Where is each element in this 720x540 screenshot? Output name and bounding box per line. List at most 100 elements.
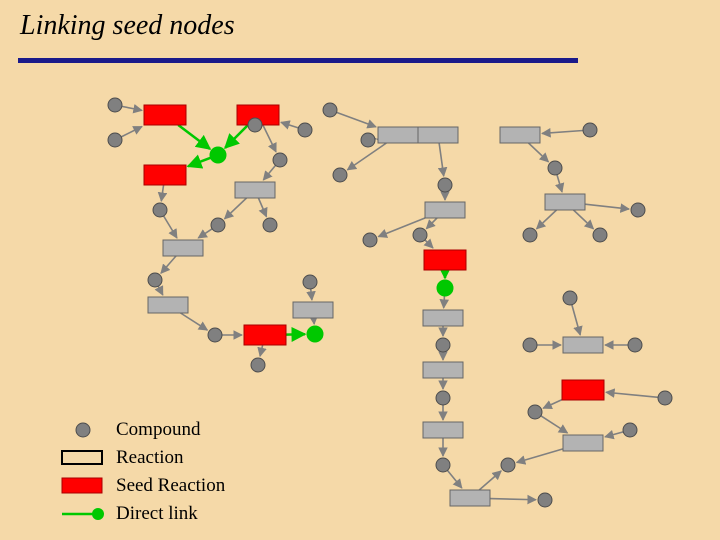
- edge: [572, 305, 580, 335]
- edge: [573, 210, 593, 229]
- edge: [158, 286, 163, 295]
- legend-row-reaction: Reaction: [60, 446, 225, 470]
- reaction-node: [425, 202, 465, 218]
- compound-node: [263, 218, 277, 232]
- seed-compound-node: [437, 280, 453, 296]
- compound-node: [273, 153, 287, 167]
- compound-node: [436, 458, 450, 472]
- legend-label-direct-link: Direct link: [116, 504, 198, 525]
- reaction-node: [293, 302, 333, 318]
- legend-label-compound: Compound: [116, 420, 200, 441]
- edge: [606, 392, 658, 397]
- reaction-icon: [60, 449, 106, 467]
- compound-node: [251, 358, 265, 372]
- compound-node: [363, 233, 377, 247]
- edge: [585, 204, 629, 209]
- compound-node: [548, 161, 562, 175]
- legend-label-seed-reaction: Seed Reaction: [116, 476, 225, 497]
- reaction-node: [563, 435, 603, 451]
- compound-icon: [60, 422, 106, 438]
- edge: [444, 296, 445, 308]
- compound-node: [436, 338, 450, 352]
- compound-node: [658, 391, 672, 405]
- seed-reaction-node: [424, 250, 466, 270]
- compound-node: [413, 228, 427, 242]
- compound-node: [438, 178, 452, 192]
- edge: [121, 127, 142, 137]
- direct-link-icon: [60, 506, 106, 522]
- seed-reaction-node: [144, 105, 186, 125]
- compound-node: [623, 423, 637, 437]
- reaction-node: [418, 127, 458, 143]
- edge: [447, 470, 461, 488]
- compound-node: [436, 391, 450, 405]
- edge: [311, 289, 312, 300]
- reaction-node: [545, 194, 585, 210]
- compound-node: [501, 458, 515, 472]
- compound-node: [583, 123, 597, 137]
- legend-row-seed-reaction: Seed Reaction: [60, 474, 225, 498]
- edge: [164, 216, 177, 238]
- edge: [188, 158, 211, 166]
- compound-node: [108, 133, 122, 147]
- compound-node: [303, 275, 317, 289]
- reaction-node: [423, 310, 463, 326]
- compound-node: [628, 338, 642, 352]
- edge: [161, 185, 163, 201]
- reaction-node: [563, 337, 603, 353]
- edge: [537, 210, 557, 229]
- edge: [439, 143, 444, 176]
- compound-node: [298, 123, 312, 137]
- edge: [161, 256, 176, 273]
- compound-node: [148, 273, 162, 287]
- edge: [225, 198, 247, 219]
- reaction-node: [163, 240, 203, 256]
- seed-compound-node: [307, 326, 323, 342]
- edge: [225, 125, 248, 148]
- compound-node: [563, 291, 577, 305]
- reaction-node: [235, 182, 275, 198]
- compound-node: [211, 218, 225, 232]
- edge: [605, 432, 623, 437]
- compound-node: [153, 203, 167, 217]
- compound-node: [523, 228, 537, 242]
- compound-node: [361, 133, 375, 147]
- compound-node: [523, 338, 537, 352]
- reaction-node: [423, 362, 463, 378]
- edge: [198, 229, 212, 238]
- seed-reaction-node: [562, 380, 604, 400]
- compound-node: [323, 103, 337, 117]
- edge: [541, 416, 568, 433]
- edge: [517, 449, 563, 463]
- legend-row-compound: Compound: [60, 418, 225, 442]
- compound-node: [631, 203, 645, 217]
- edge: [557, 175, 562, 192]
- edge: [426, 218, 437, 229]
- edge: [263, 125, 276, 152]
- compound-node: [208, 328, 222, 342]
- edge: [337, 112, 376, 126]
- edge: [281, 122, 298, 128]
- compound-node: [593, 228, 607, 242]
- seed-reaction-icon: [60, 477, 106, 495]
- reaction-node: [500, 127, 540, 143]
- reaction-node: [423, 422, 463, 438]
- seed-compound-node: [210, 147, 226, 163]
- legend: Compound Reaction Seed Reaction Direct l…: [60, 418, 225, 530]
- compound-node: [108, 98, 122, 112]
- edge: [528, 143, 548, 162]
- compound-node: [528, 405, 542, 419]
- edge: [314, 318, 315, 324]
- edge: [490, 499, 536, 500]
- edge: [542, 130, 583, 133]
- edge: [425, 240, 433, 248]
- legend-label-reaction: Reaction: [116, 448, 184, 469]
- compound-node: [248, 118, 262, 132]
- edge: [181, 313, 208, 330]
- edge: [178, 125, 210, 149]
- reaction-node: [450, 490, 490, 506]
- edge: [258, 198, 266, 217]
- reaction-node: [378, 127, 418, 143]
- reaction-node: [148, 297, 188, 313]
- compound-node: [538, 493, 552, 507]
